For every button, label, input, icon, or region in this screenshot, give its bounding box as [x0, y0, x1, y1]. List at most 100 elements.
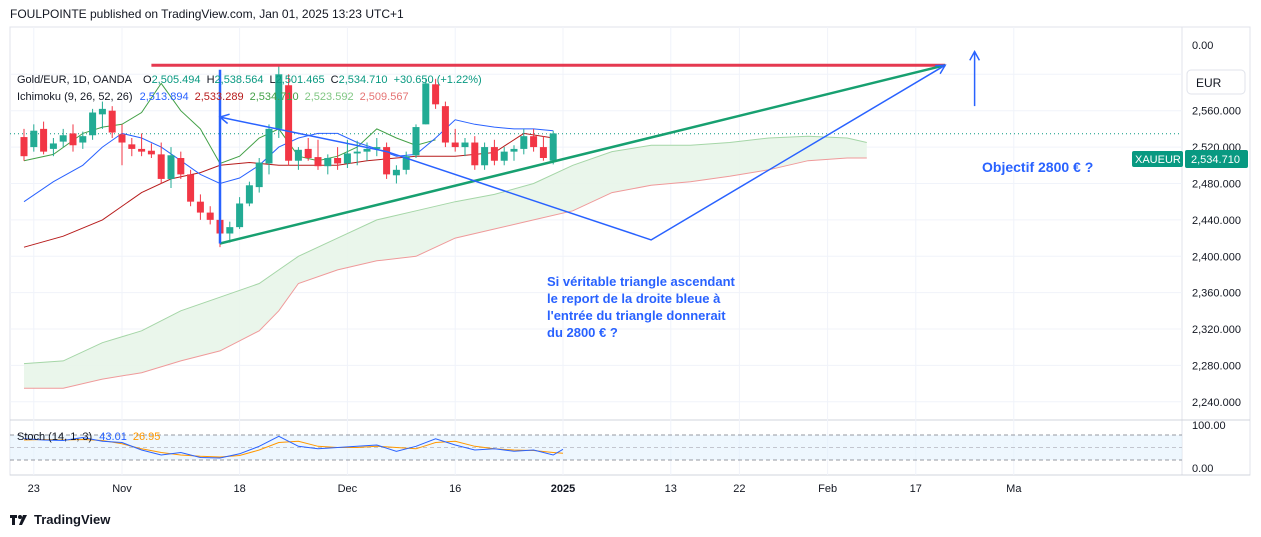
main-pane-frame: [9, 26, 1183, 476]
candle-body: [49, 143, 57, 149]
price-tick-label: 2,480.000: [1192, 178, 1241, 190]
candle-body: [255, 162, 263, 188]
time-tick-label: Feb: [818, 483, 837, 495]
candle-body: [108, 110, 116, 133]
objective-label: Objectif 2800 € ?: [982, 159, 1093, 175]
candle-body: [59, 135, 67, 142]
brand-name: TradingView: [34, 512, 111, 527]
stoch-d-line: [23, 438, 564, 458]
candle-body: [98, 108, 106, 115]
candle-body: [461, 142, 469, 148]
candle-body: [481, 147, 489, 166]
candle-body: [294, 149, 302, 161]
candle-body: [20, 137, 28, 157]
legend-ohlc: O2,505.494 H2,538.564 L2,501.465 C2,534.…: [143, 74, 482, 86]
candle-body: [402, 156, 410, 170]
ichimoku-cloud: [23, 135, 867, 389]
candle-body: [373, 147, 381, 149]
note-text: Si véritable triangle ascendant le repor…: [547, 274, 736, 340]
arrowhead-right: [935, 64, 947, 75]
candle-body: [471, 142, 479, 166]
tradingview-brand[interactable]: TradingView: [10, 512, 110, 527]
candle-body: [510, 148, 518, 152]
cloud-fill: [24, 136, 867, 389]
axes: 2,600.0002,560.0002,520.0002,480.0002,44…: [28, 40, 1241, 495]
candle-body: [147, 150, 155, 155]
time-tick-label: 16: [449, 483, 461, 495]
candle-body: [520, 136, 528, 149]
ascending-support-line: [219, 63, 946, 245]
price-tick-label: 2,240.000: [1192, 397, 1241, 409]
candle-body: [549, 133, 557, 161]
candle-body: [530, 136, 538, 148]
price-axis-frame: [1181, 26, 1251, 476]
arrowhead-left: [218, 113, 230, 125]
candle-body: [157, 154, 165, 179]
candle-body: [412, 127, 420, 156]
legend-stoch: Stoch (14, 1, 3) 43.01 26.95: [17, 431, 160, 443]
symbol-price-tag: XAUEUR 2,534.710: [1132, 150, 1248, 168]
candle-body: [187, 174, 195, 202]
time-tick-label: 23: [28, 483, 40, 495]
kijun-sen: [23, 132, 554, 248]
legend-ichimoku: Ichimoku (9, 26, 52, 26) 2,513.894 2,533…: [17, 91, 409, 103]
candle-body: [226, 227, 234, 234]
price-tick-label: 2,400.000: [1192, 251, 1241, 263]
candle-body: [177, 158, 185, 175]
price-tick-label: 2,360.000: [1192, 288, 1241, 300]
arrowhead-up: [969, 50, 981, 61]
candle-body: [343, 153, 351, 164]
candle-body: [422, 83, 430, 125]
time-tick-label: 13: [665, 483, 677, 495]
candle-body: [89, 112, 97, 136]
drawings: [151, 50, 981, 245]
price-tag-symbol: XAUEUR: [1135, 154, 1181, 166]
note-line-3: l'entrée du triangle donnerait: [547, 308, 726, 323]
time-tick-label: Dec: [338, 483, 358, 495]
candle-body: [314, 157, 322, 167]
note-line-4: du 2800 € ?: [547, 325, 618, 340]
candle-body: [138, 148, 146, 152]
candle-body: [432, 84, 440, 105]
candle-body: [324, 158, 332, 167]
candle-body: [265, 128, 273, 164]
note-line-2: le report de la droite bleue à: [547, 291, 721, 306]
price-tick-label: 0.00: [1192, 40, 1213, 52]
candle-body: [275, 74, 283, 129]
candle-body: [167, 155, 175, 179]
candles: [20, 65, 557, 248]
time-tick-label: 2025: [551, 483, 575, 495]
tradingview-logo-icon: [10, 514, 27, 525]
candle-body: [128, 144, 136, 149]
candle-body: [245, 185, 253, 204]
stoch-k-line: [23, 435, 564, 459]
candle-body: [383, 147, 391, 175]
price-tick-label: 2,440.000: [1192, 215, 1241, 227]
time-tick-label: Nov: [112, 483, 132, 495]
stoch-tick-label: 0.00: [1192, 463, 1213, 475]
candle-body: [363, 148, 371, 152]
time-tick-label: 22: [733, 483, 745, 495]
currency-button-label: EUR: [1196, 76, 1222, 90]
candle-body: [69, 133, 77, 146]
stoch-tick-label: 100.00: [1192, 420, 1226, 432]
candle-body: [285, 85, 293, 161]
candle-body: [392, 169, 400, 176]
time-tick-label: 17: [910, 483, 922, 495]
candle-body: [500, 151, 508, 161]
legend-symbol: Gold/EUR, 1D, OANDA: [17, 74, 133, 86]
currency-button[interactable]: EUR: [1186, 69, 1246, 95]
candle-body: [118, 134, 126, 143]
stochastic-pane: [10, 434, 1182, 461]
candle-body: [334, 158, 342, 164]
candle-body: [40, 128, 48, 152]
candle-body: [539, 147, 547, 158]
publisher-header: FOULPOINTE published on TradingView.com,…: [10, 7, 404, 21]
projection-path: [219, 64, 946, 241]
candle-body: [490, 147, 498, 161]
candle-body: [441, 106, 449, 143]
candle-body: [206, 212, 214, 220]
senkou-span-a: [23, 135, 867, 365]
time-tick-label: 18: [233, 483, 245, 495]
